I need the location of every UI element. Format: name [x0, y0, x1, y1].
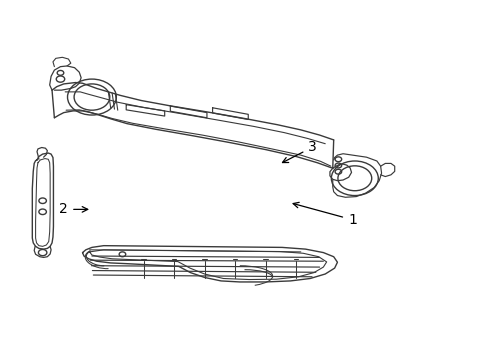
- Text: 3: 3: [282, 140, 316, 163]
- Text: 2: 2: [59, 202, 87, 216]
- Text: 1: 1: [292, 202, 356, 227]
